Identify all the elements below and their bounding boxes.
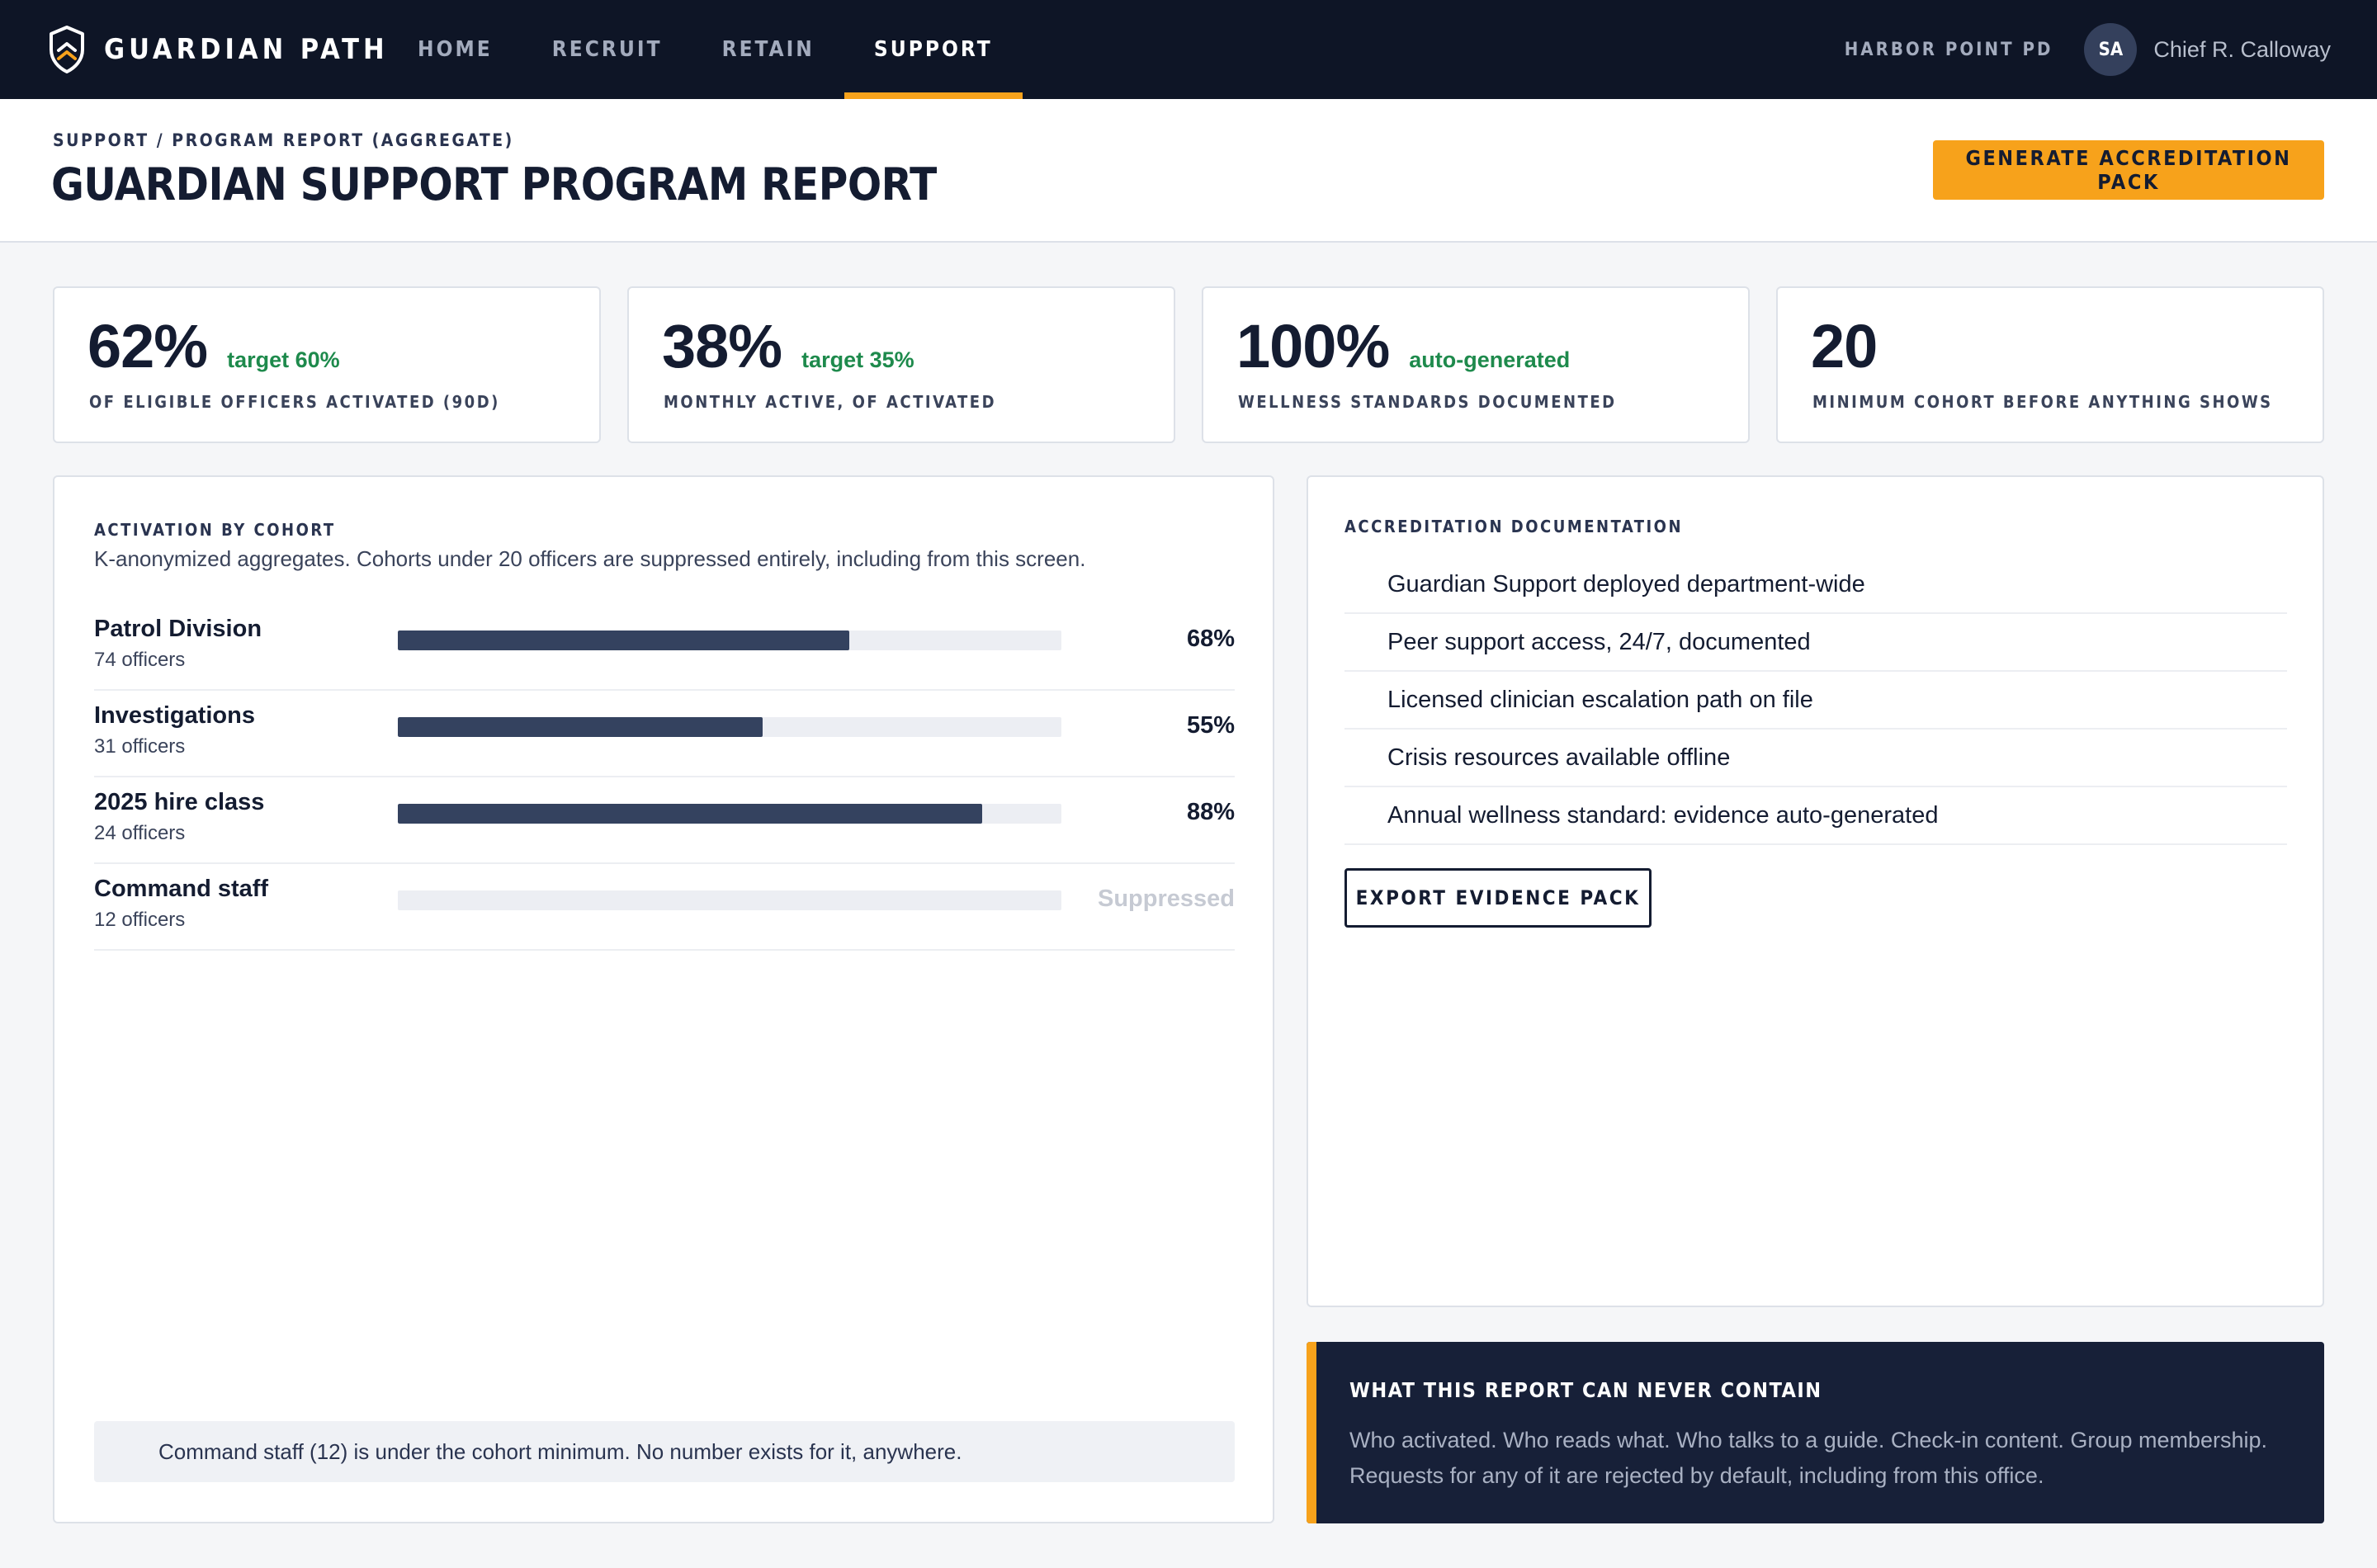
list-item: Guardian Support deployed department-wid… [1344, 556, 2287, 614]
activation-bar [398, 804, 1061, 824]
stat-value: 100% [1236, 312, 1390, 380]
page-title: GUARDIAN SUPPORT PROGRAM REPORT [51, 158, 937, 210]
list-item: Crisis resources available offline [1344, 730, 2287, 787]
cohort-name: Command staff [94, 876, 269, 902]
stat-label: OF ELIGIBLE OFFICERS ACTIVATED (90D) [89, 392, 500, 412]
brand-name: GUARDIAN PATH [104, 33, 389, 66]
breadcrumb: SUPPORT / PROGRAM REPORT (AGGREGATE) [53, 130, 514, 150]
cohort-list: Patrol Division 74 officers 68% Investig… [94, 604, 1235, 951]
list-item: Licensed clinician escalation path on fi… [1344, 672, 2287, 730]
stat-label: MINIMUM COHORT BEFORE ANYTHING SHOWS [1812, 392, 2273, 412]
page-header: SUPPORT / PROGRAM REPORT (AGGREGATE) GUA… [0, 99, 2377, 243]
activation-bar [398, 890, 1061, 910]
stat-target: target 60% [227, 347, 340, 372]
top-nav: GUARDIAN PATH HOME RECRUIT RETAIN SUPPOR… [0, 0, 2377, 99]
stat-value: 38% [662, 312, 782, 380]
user-name[interactable]: Chief R. Calloway [2153, 36, 2331, 62]
cohort-name: Investigations [94, 702, 255, 729]
cohort-row: 2025 hire class 24 officers 88% [94, 777, 1235, 864]
activation-bar-fill [398, 804, 982, 824]
cohort-name: 2025 hire class [94, 789, 265, 815]
nav-retain[interactable]: RETAIN [721, 37, 815, 62]
accreditation-documentation-panel: ACCREDITATION DOCUMENTATION Guardian Sup… [1307, 475, 2324, 1307]
generate-accreditation-pack-button[interactable]: GENERATE ACCREDITATION PACK [1933, 140, 2324, 200]
stat-note: auto-generated [1409, 347, 1571, 372]
cohort-percent: 55% [1186, 712, 1235, 739]
activation-bar [398, 631, 1061, 650]
panel-subtitle: K-anonymized aggregates. Cohorts under 2… [94, 546, 1086, 571]
cohort-count: 74 officers [94, 649, 186, 671]
panel-eyebrow: ACCREDITATION DOCUMENTATION [1344, 517, 1684, 536]
activation-bar [398, 717, 1061, 737]
stat-card-monthly-active: 38% target 35% MONTHLY ACTIVE, OF ACTIVAT… [627, 286, 1175, 443]
activation-bar-fill [398, 631, 849, 650]
suppression-notice-text: Command staff (12) is under the cohort m… [158, 1439, 962, 1464]
activation-bar-fill [398, 717, 763, 737]
user-area: HARBOR POINT PD SA Chief R. Calloway [1845, 23, 2331, 76]
nav-home[interactable]: HOME [418, 37, 493, 62]
privacy-guarantee-card: WHAT THIS REPORT CAN NEVER CONTAIN Who a… [1307, 1342, 2324, 1523]
cohort-count: 24 officers [94, 822, 186, 844]
stat-card-minimum-cohort: 20 MINIMUM COHORT BEFORE ANYTHING SHOWS [1776, 286, 2324, 443]
cohort-row: Command staff 12 officers Suppressed [94, 864, 1235, 951]
stat-value: 20 [1811, 312, 1878, 380]
shield-chevron-icon [50, 26, 84, 73]
stat-label: MONTHLY ACTIVE, OF ACTIVATED [664, 392, 997, 412]
accent-stripe [1307, 1342, 1316, 1523]
suppression-notice: Command staff (12) is under the cohort m… [94, 1421, 1235, 1482]
cohort-row: Investigations 31 officers 55% [94, 691, 1235, 777]
stat-card-wellness-standards: 100% auto-generated WELLNESS STANDARDS DO… [1202, 286, 1750, 443]
cohort-count: 12 officers [94, 909, 186, 931]
department-name: HARBOR POINT PD [1844, 39, 2053, 60]
stat-value: 62% [87, 312, 208, 380]
nav-support[interactable]: SUPPORT [844, 0, 1023, 99]
avatar[interactable]: SA [2084, 23, 2138, 76]
cohort-name: Patrol Division [94, 616, 262, 642]
privacy-body: Who activated. Who reads what. Who talks… [1349, 1428, 2268, 1488]
privacy-title: WHAT THIS REPORT CAN NEVER CONTAIN [1349, 1378, 1822, 1402]
cohort-percent: 68% [1186, 626, 1235, 652]
cohort-count: 31 officers [94, 735, 186, 758]
documentation-list: Guardian Support deployed department-wid… [1344, 556, 2287, 845]
cohort-suppressed-label: Suppressed [1098, 886, 1235, 912]
stat-card-activated: 62% target 60% OF ELIGIBLE OFFICERS ACTIV… [53, 286, 601, 443]
cohort-row: Patrol Division 74 officers 68% [94, 604, 1235, 691]
cohort-percent: 88% [1186, 799, 1235, 825]
nav-recruit[interactable]: RECRUIT [551, 37, 663, 62]
list-item: Peer support access, 24/7, documented [1344, 614, 2287, 672]
activation-by-cohort-panel: ACTIVATION BY COHORT K-anonymized aggreg… [53, 475, 1274, 1523]
list-item: Annual wellness standard: evidence auto-… [1344, 787, 2287, 845]
brand[interactable]: GUARDIAN PATH [48, 25, 389, 74]
export-evidence-pack-button[interactable]: EXPORT EVIDENCE PACK [1344, 868, 1652, 928]
main-nav: HOME RECRUIT RETAIN SUPPORT [388, 0, 1023, 99]
panel-eyebrow: ACTIVATION BY COHORT [94, 520, 336, 540]
stat-target: target 35% [801, 347, 914, 372]
stat-label: WELLNESS STANDARDS DOCUMENTED [1238, 392, 1617, 412]
